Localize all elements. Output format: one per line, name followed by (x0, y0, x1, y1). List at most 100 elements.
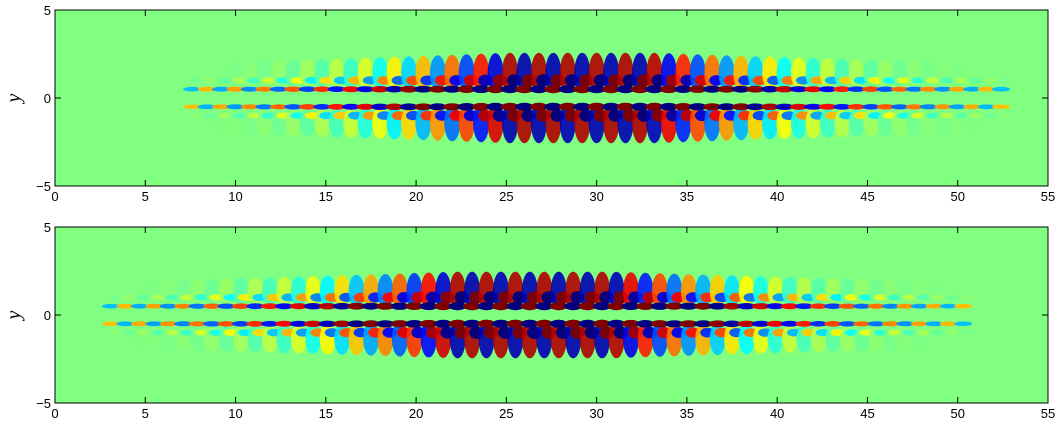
field-lobe (362, 302, 380, 310)
field-lobe (688, 103, 707, 111)
field-lobe (298, 86, 317, 92)
field-lobe (896, 321, 915, 327)
field-lobe (116, 303, 135, 309)
field-lobe (905, 86, 924, 92)
field-lobe (472, 102, 491, 111)
field-lobe (992, 104, 1011, 110)
field-lobe (789, 86, 808, 93)
field-lobe (717, 85, 736, 93)
field-lobe (443, 103, 462, 111)
field-lobe (616, 102, 635, 111)
x-tick-label: 50 (950, 406, 964, 421)
field-lobe (549, 302, 568, 311)
field-lobe (833, 86, 852, 93)
field-lobe (737, 320, 756, 327)
field-lobe (183, 104, 202, 110)
field-lobe (867, 303, 886, 309)
x-tick-label: 50 (950, 189, 964, 204)
field-lobe (159, 303, 178, 309)
field-lobe (535, 319, 554, 328)
field-lobe (593, 302, 612, 311)
field-lobe (183, 86, 202, 92)
field-lobe (269, 104, 288, 110)
x-tick-label: 15 (319, 406, 333, 421)
field-lobe (419, 302, 438, 311)
field-lobe (434, 319, 453, 328)
field-lobe (963, 104, 982, 110)
field-lobe (948, 104, 967, 110)
field-lobe (621, 302, 640, 311)
field-lobe (318, 320, 337, 327)
y-axis-label-bottom: y (3, 310, 25, 321)
field-lobe (260, 320, 279, 327)
field-lobe (910, 321, 929, 327)
field-lobe (695, 274, 712, 308)
field-lobe (203, 303, 222, 309)
field-lobe (631, 85, 649, 94)
field-lobe (723, 320, 741, 328)
field-lobe (809, 321, 828, 327)
field-lobe (717, 103, 736, 111)
x-tick-label: 0 (51, 189, 58, 204)
field-lobe (688, 85, 707, 93)
field-lobe (255, 104, 274, 110)
field-lobe (318, 303, 337, 310)
field-lobe (159, 321, 178, 327)
field-lobe (515, 85, 534, 94)
field-lobe (232, 321, 250, 327)
field-lobe (694, 320, 713, 328)
field-lobe (174, 321, 193, 327)
field-lobe (304, 320, 323, 327)
field-lobe (645, 102, 664, 111)
field-lobe (226, 104, 245, 110)
field-lobe (838, 321, 857, 327)
field-lobe (602, 102, 621, 111)
field-lobe (925, 303, 944, 309)
field-lobe (862, 104, 881, 110)
field-lobe (342, 103, 361, 110)
field-lobe (737, 303, 756, 310)
field-lobe (506, 302, 525, 311)
field-lobe (665, 320, 684, 328)
field-lobe (347, 302, 366, 310)
field-lobe (925, 321, 944, 327)
field-lobe (891, 86, 909, 92)
field-lobe (203, 321, 222, 327)
field-lobe (212, 104, 231, 110)
field-lobe (515, 102, 534, 111)
field-lobe (269, 86, 288, 92)
field-lobe (838, 303, 857, 309)
x-tick-label: 10 (228, 189, 242, 204)
field-lobe (621, 319, 640, 328)
field-lobe (804, 103, 823, 110)
field-lobe (723, 302, 741, 310)
field-lobe (636, 302, 655, 311)
field-lobe (399, 103, 418, 111)
field-lobe (558, 102, 577, 111)
field-lobe (376, 302, 395, 310)
field-lobe (174, 303, 193, 309)
field-lobe (130, 303, 149, 309)
field-lobe (491, 319, 510, 328)
field-lobe (766, 320, 785, 327)
field-lobe (998, 113, 1013, 119)
y-tick-label: 5 (44, 220, 51, 235)
x-tick-label: 35 (680, 406, 694, 421)
field-lobe (486, 102, 505, 111)
field-lobe (477, 319, 496, 328)
field-lobe (650, 302, 669, 310)
field-lobe (939, 321, 958, 327)
field-lobe (457, 85, 476, 93)
field-lobe (934, 86, 953, 92)
field-lobe (520, 302, 539, 311)
field-lobe (284, 86, 303, 92)
x-tick-label: 35 (680, 189, 694, 204)
field-lobe (145, 321, 164, 327)
field-lobe (327, 86, 346, 93)
field-lobe (477, 302, 496, 311)
field-lobe (804, 86, 823, 93)
field-lobe (342, 86, 361, 93)
x-tick-label: 30 (589, 406, 603, 421)
x-tick-label: 5 (142, 406, 149, 421)
field-lobe (703, 85, 722, 93)
